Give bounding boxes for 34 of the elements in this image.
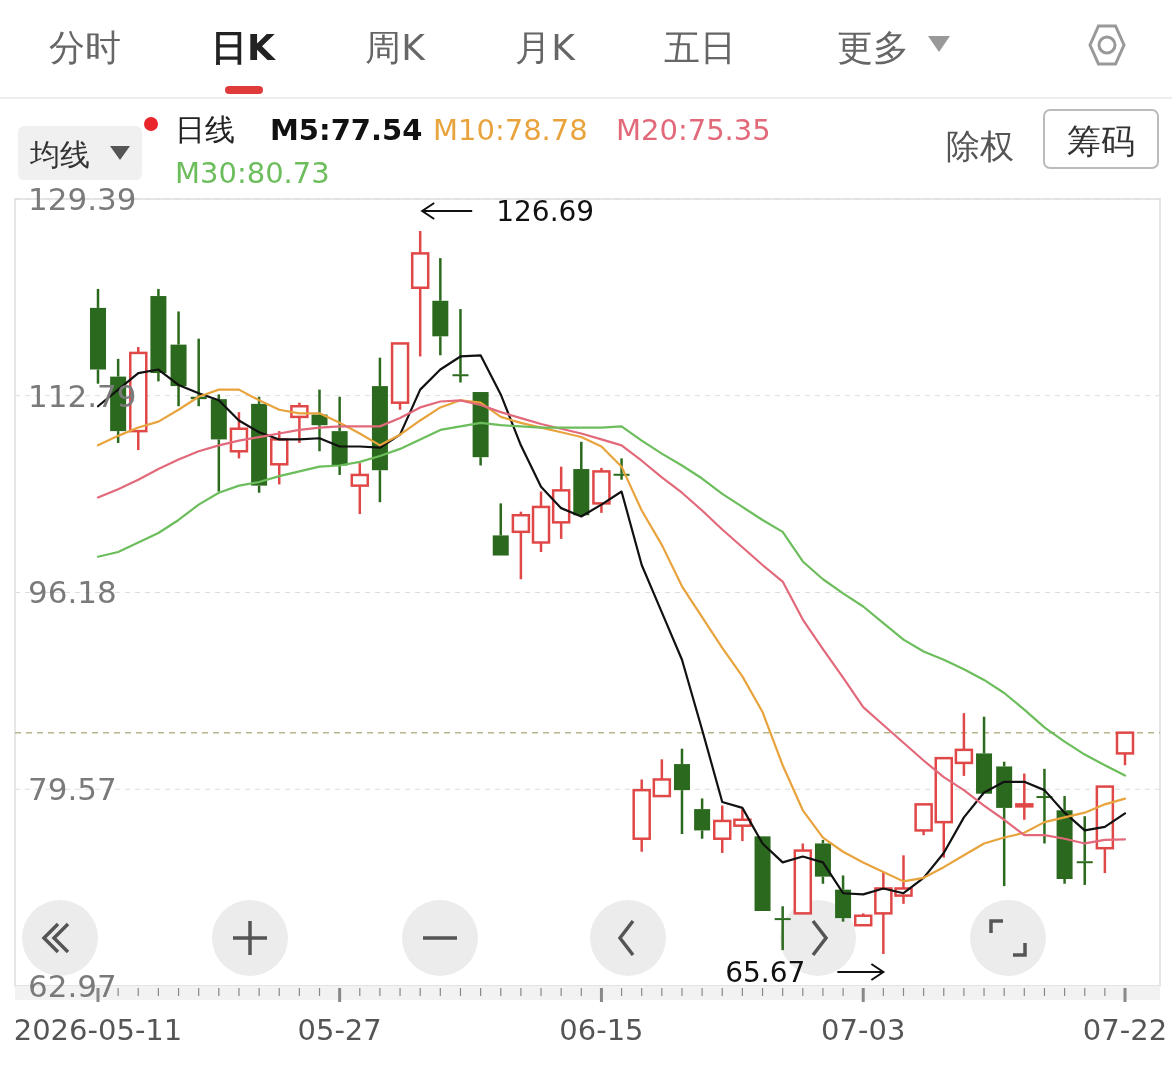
y-tick-label: 129.39: [28, 180, 137, 217]
candlestick: [452, 307, 469, 384]
candlestick: [632, 778, 651, 853]
x-tick-label: 05-27: [297, 1013, 382, 1047]
x-tick-label: 07-22: [1082, 1013, 1168, 1047]
text: 均线: [29, 137, 90, 172]
candlestick: [774, 905, 791, 952]
annotation: 126.69: [496, 194, 595, 228]
annotation: 65.67: [725, 955, 806, 989]
x-tick-label: 06-15: [559, 1013, 644, 1047]
candlestick: [150, 287, 167, 383]
text: 周K: [365, 27, 427, 68]
text: 五日: [664, 27, 736, 68]
text: 筹码: [1067, 121, 1135, 161]
text: 除权: [946, 126, 1014, 166]
candlestick: [170, 310, 187, 408]
candlestick: [1056, 794, 1073, 885]
text: M30:80.73: [175, 156, 330, 190]
x-tick-label: 2026-05-11: [13, 1013, 183, 1047]
text: M20:75.35: [616, 113, 771, 147]
y-tick-label: 62.97: [28, 967, 117, 1004]
text: 日K: [211, 27, 277, 68]
y-tick-label: 79.57: [28, 771, 117, 808]
x-tick-label: 07-03: [821, 1013, 906, 1047]
text: 分时: [49, 27, 121, 68]
text: M10:78.78: [433, 113, 588, 147]
candlestick: [432, 256, 449, 357]
candlestick: [1015, 772, 1034, 822]
text: M5:77.54: [270, 113, 423, 147]
legend-title: 日线: [175, 112, 235, 147]
text: 月K: [515, 27, 577, 68]
text: 更多: [837, 27, 909, 68]
y-tick-label: 96.18: [28, 574, 117, 611]
candlestick: [1076, 814, 1093, 887]
